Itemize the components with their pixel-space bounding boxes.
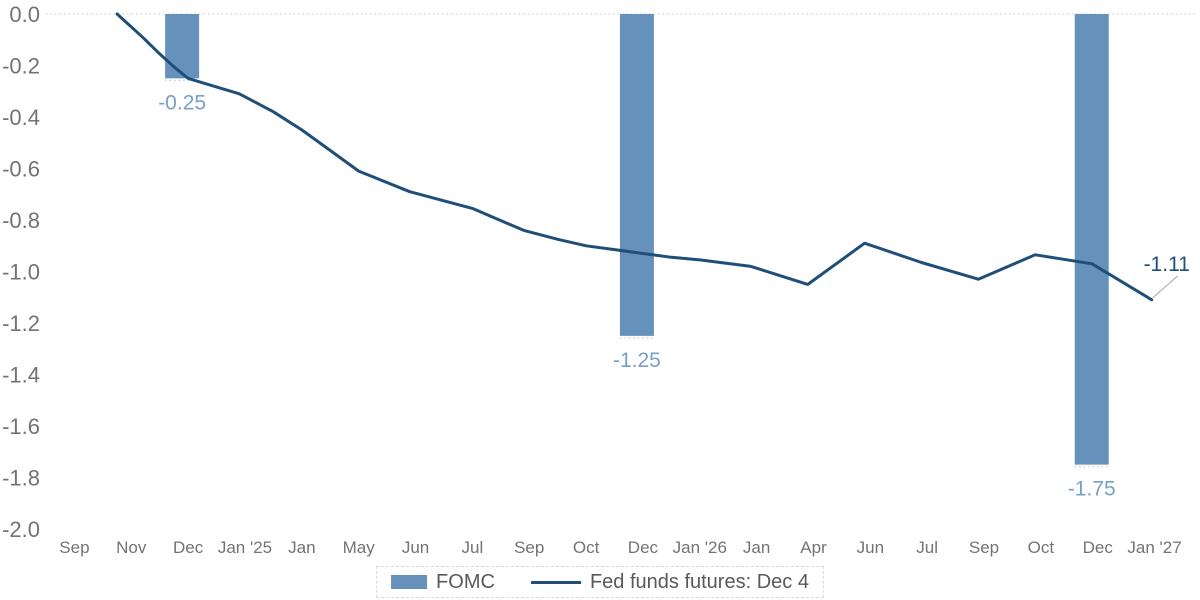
y-tick-label: -1.6	[2, 414, 40, 439]
x-tick-label: Jan	[288, 538, 315, 557]
y-tick-label: -0.8	[2, 208, 40, 233]
x-tick-label: Dec	[628, 538, 659, 557]
y-tick-label: -0.2	[2, 54, 40, 79]
fomc-bar-label: -1.25	[613, 349, 661, 372]
annotation-label: -1.11	[1144, 253, 1190, 276]
fomc-legend-label: FOMC	[436, 571, 495, 593]
futures-legend-label: Fed funds futures: Dec 4	[589, 571, 809, 593]
x-tick-label: Dec	[1083, 538, 1114, 557]
x-tick-label: Jul	[916, 538, 938, 557]
x-tick-label: Nov	[116, 538, 147, 557]
x-tick-label: Apr	[800, 538, 827, 557]
y-tick-label: -1.4	[2, 363, 40, 388]
fomc-legend-swatch	[391, 575, 428, 589]
x-tick-label: Jan '25	[218, 538, 272, 557]
x-tick-label: Jun	[402, 538, 429, 557]
y-tick-label: -1.0	[2, 260, 40, 285]
futures-legend-swatch	[530, 580, 581, 584]
y-tick-label: -1.8	[2, 466, 40, 491]
x-tick-label: Sep	[514, 538, 544, 557]
y-tick-label: 0.0	[9, 2, 40, 27]
x-tick-label: Jun	[857, 538, 884, 557]
futures-line	[115, 12, 1154, 302]
x-tick-label: Sep	[59, 538, 89, 557]
annotation-leader-line	[1152, 275, 1179, 299]
x-tick-label: Jan	[743, 538, 770, 557]
x-tick-label: Jul	[462, 538, 484, 557]
x-tick-label: Oct	[573, 538, 600, 557]
fomc-bar	[619, 14, 654, 336]
y-tick-label: -0.6	[2, 157, 40, 182]
fomc-bar-label: -1.75	[1068, 478, 1116, 501]
chart-legend: FOMC Fed funds futures: Dec 4	[376, 566, 824, 598]
x-tick-label: Jan '26	[673, 538, 727, 557]
x-tick-label: Dec	[173, 538, 204, 557]
x-tick-label: Oct	[1028, 538, 1055, 557]
y-tick-label: -2.0	[2, 517, 40, 542]
fomc-bar-label: -0.25	[158, 91, 206, 114]
fomc-bar	[165, 14, 200, 79]
fomc-bar	[1074, 14, 1109, 465]
y-tick-label: -0.4	[2, 105, 40, 130]
y-tick-label: -1.2	[2, 311, 40, 336]
x-tick-label: Sep	[969, 538, 999, 557]
x-tick-label: May	[343, 538, 376, 557]
x-tick-label: Jan '27	[1127, 538, 1181, 557]
